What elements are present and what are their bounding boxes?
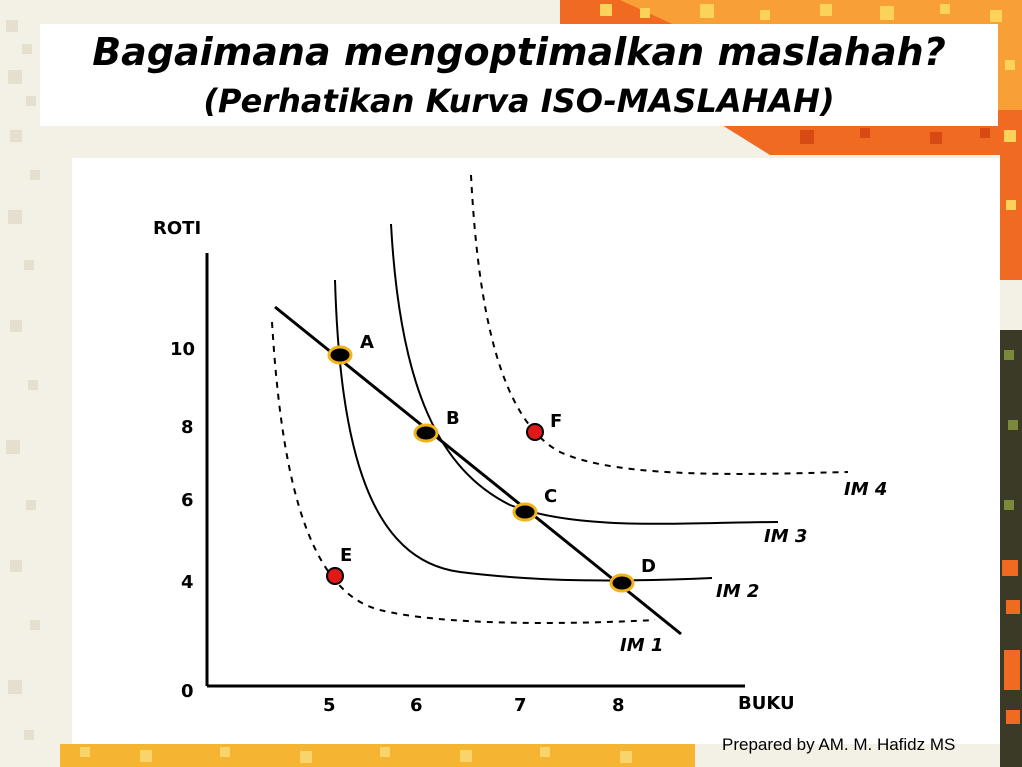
slide-title: Bagaimana mengoptimalkan maslahah? <box>92 30 946 74</box>
y-tick-label: 8 <box>181 417 194 438</box>
point-f-label: F <box>550 411 562 432</box>
x-tick-label: 7 <box>514 695 527 716</box>
y-tick-label: 10 <box>170 339 195 360</box>
x-tick-label: 6 <box>410 695 423 716</box>
content-panel <box>72 158 1000 744</box>
curve-im4 <box>470 174 849 475</box>
x-tick-label: 5 <box>323 695 336 716</box>
point-d <box>609 573 635 593</box>
curve-im3-label: IM 3 <box>764 526 807 547</box>
x-axis-label: BUKU <box>738 693 795 714</box>
y-tick-label: 6 <box>181 490 194 511</box>
curve-im2 <box>334 279 713 582</box>
point-b-label: B <box>446 408 460 429</box>
curve-im1-label: IM 1 <box>620 635 663 656</box>
x-tick-label: 8 <box>612 695 625 716</box>
point-a-label: A <box>360 332 374 353</box>
point-e <box>326 567 344 585</box>
point-b <box>413 423 439 443</box>
point-f <box>526 423 544 441</box>
point-d-label: D <box>641 556 656 577</box>
title-box: Bagaimana mengoptimalkan maslahah? (Perh… <box>40 24 998 126</box>
point-a <box>327 345 353 365</box>
y-tick-label: 4 <box>181 572 194 593</box>
slide-subtitle: (Perhatikan Kurva ISO-MASLAHAH) <box>203 82 835 120</box>
origin-label: 0 <box>181 681 194 702</box>
y-axis-label: ROTI <box>153 218 201 239</box>
point-c <box>512 502 538 522</box>
curve-im4-label: IM 4 <box>844 479 887 500</box>
author-credit: Prepared by AM. M. Hafidz MS <box>722 735 956 754</box>
point-e-label: E <box>340 545 352 566</box>
curve-im3 <box>390 223 779 525</box>
curve-im2-label: IM 2 <box>716 581 759 602</box>
point-c-label: C <box>544 486 557 507</box>
